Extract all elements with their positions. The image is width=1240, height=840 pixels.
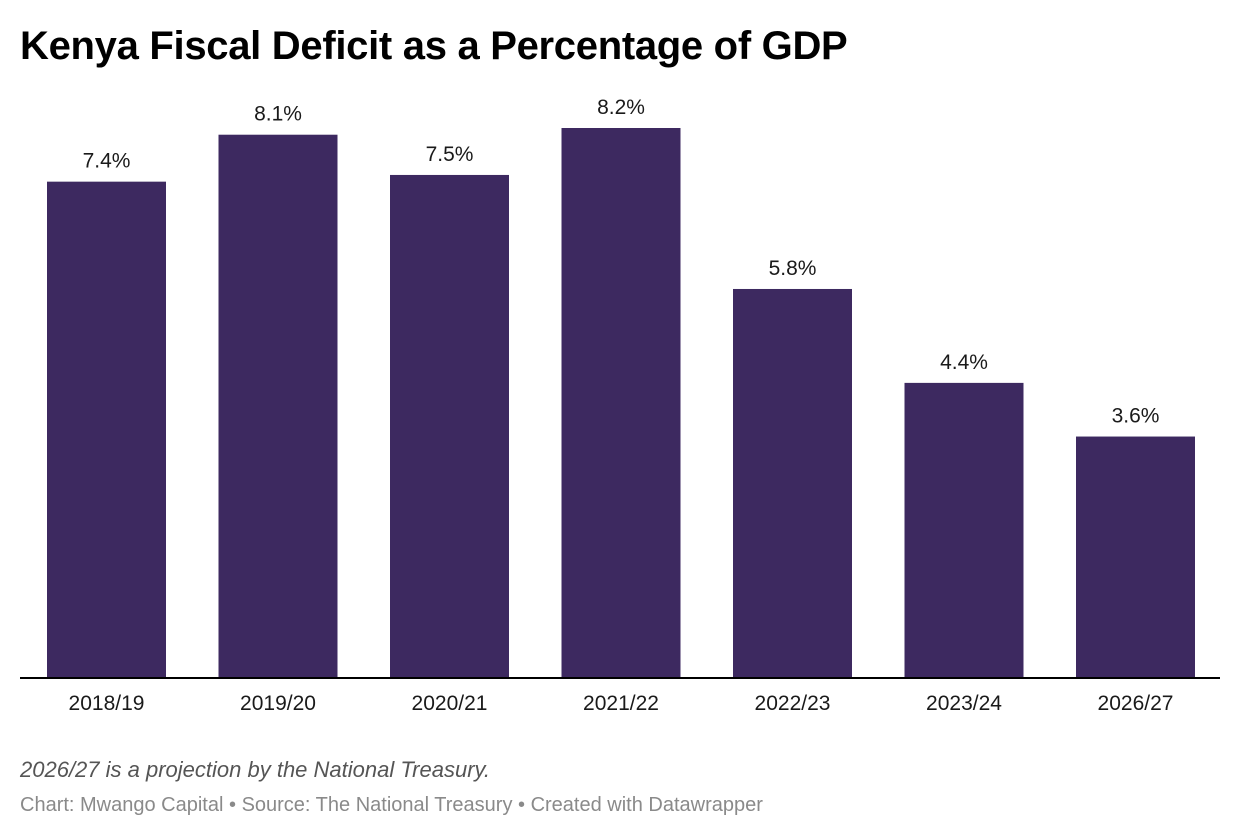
bars-layer: [47, 128, 1195, 678]
footer-source: Source: The National Treasury: [241, 794, 513, 816]
x-tick-label: 2026/27: [1098, 692, 1174, 715]
footer-credit: Chart: Mwango Capital: [20, 794, 224, 816]
chart-title: Kenya Fiscal Deficit as a Percentage of …: [20, 24, 848, 68]
value-label: 4.4%: [940, 351, 988, 374]
footer-separator: •: [512, 794, 531, 816]
x-tick-label: 2019/20: [240, 692, 316, 715]
footer-separator: •: [223, 794, 242, 816]
value-label: 3.6%: [1112, 405, 1160, 428]
value-labels-layer: 7.4% 8.1% 7.5% 8.2% 5.8% 4.4% 3.6%: [83, 96, 1160, 428]
bar-2018-19: [47, 181, 166, 678]
footer-tool: Created with Datawrapper: [530, 794, 763, 816]
chart-footer: Chart: Mwango Capital • Source: The Nati…: [20, 794, 763, 817]
x-tick-label: 2018/19: [69, 692, 145, 715]
bar-2022-23: [733, 288, 852, 678]
bar-2020-21: [390, 174, 509, 678]
bar-2019-20: [218, 134, 338, 678]
x-tick-label: 2022/23: [755, 692, 831, 715]
bar-2026-27: [1076, 436, 1195, 678]
bar-2021-22: [561, 128, 681, 678]
value-label: 8.1%: [254, 103, 302, 126]
x-tick-labels: 2018/19 2019/20 2020/21 2021/22 2022/23 2023/…: [69, 692, 1174, 715]
x-tick-label: 2023/24: [926, 692, 1002, 715]
chart-note: 2026/27 is a projection by the National …: [20, 757, 491, 782]
value-label: 8.2%: [597, 96, 645, 119]
x-tick-label: 2020/21: [412, 692, 488, 715]
x-tick-label: 2021/22: [583, 692, 659, 715]
value-label: 5.8%: [769, 257, 817, 280]
value-label: 7.5%: [426, 143, 474, 166]
bar-2023-24: [904, 382, 1024, 678]
value-label: 7.4%: [83, 150, 131, 173]
